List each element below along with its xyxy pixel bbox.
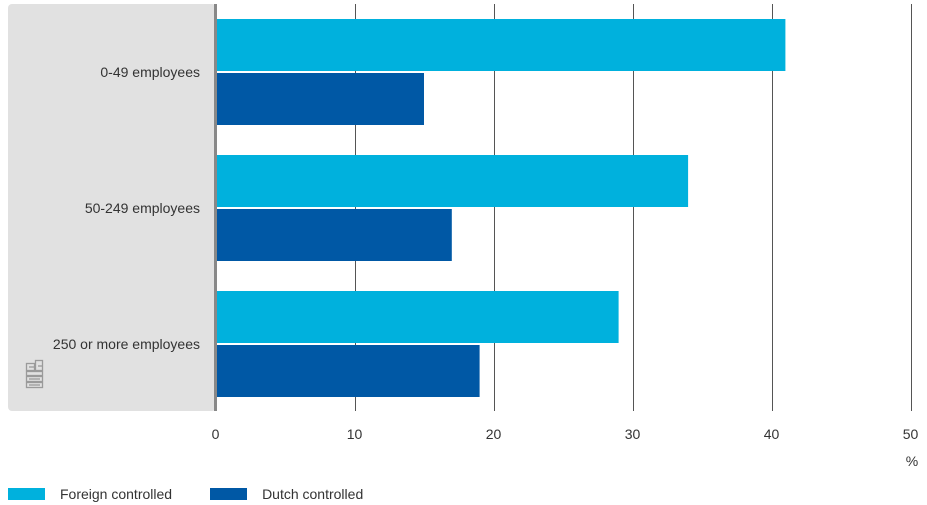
bars [217, 19, 786, 397]
bar-dutch-3 [217, 345, 480, 397]
bar-dutch-2 [217, 209, 452, 261]
category-label-3: 250 or more employees [53, 336, 200, 352]
x-tick-label-0: 0 [212, 426, 220, 442]
x-tick-label-20: 20 [486, 426, 502, 442]
legend-swatch-dutch [210, 488, 248, 500]
bar-foreign-3 [217, 291, 619, 343]
x-tick-label-40: 40 [764, 426, 780, 442]
legend: Foreign controlled Dutch controlled [8, 484, 401, 504]
bar-chart: 0-49 employees 50-249 employees 250 or mor… [8, 4, 919, 469]
bar-foreign-1 [217, 19, 786, 71]
cbs-logo-icon [25, 359, 44, 389]
gridlines [355, 4, 912, 411]
category-panel-background [8, 4, 216, 411]
x-tick-labels: 0 10 20 30 40 50 [212, 426, 919, 442]
x-tick-label-30: 30 [625, 426, 641, 442]
x-tick-label-50: 50 [903, 426, 919, 442]
category-labels: 0-49 employees 50-249 employees 250 or mor… [53, 64, 200, 352]
category-label-1: 0-49 employees [100, 64, 200, 80]
legend-item-foreign: Foreign controlled [8, 486, 172, 502]
x-tick-label-10: 10 [347, 426, 363, 442]
legend-swatch-foreign [8, 488, 45, 500]
legend-item-dutch: Dutch controlled [210, 486, 363, 502]
legend-label-foreign: Foreign controlled [60, 486, 173, 502]
category-label-2: 50-249 employees [85, 200, 200, 216]
x-axis-unit-label: % [906, 453, 918, 469]
bar-foreign-2 [217, 155, 689, 207]
legend-label-dutch: Dutch controlled [262, 486, 364, 502]
bar-dutch-1 [217, 73, 424, 125]
